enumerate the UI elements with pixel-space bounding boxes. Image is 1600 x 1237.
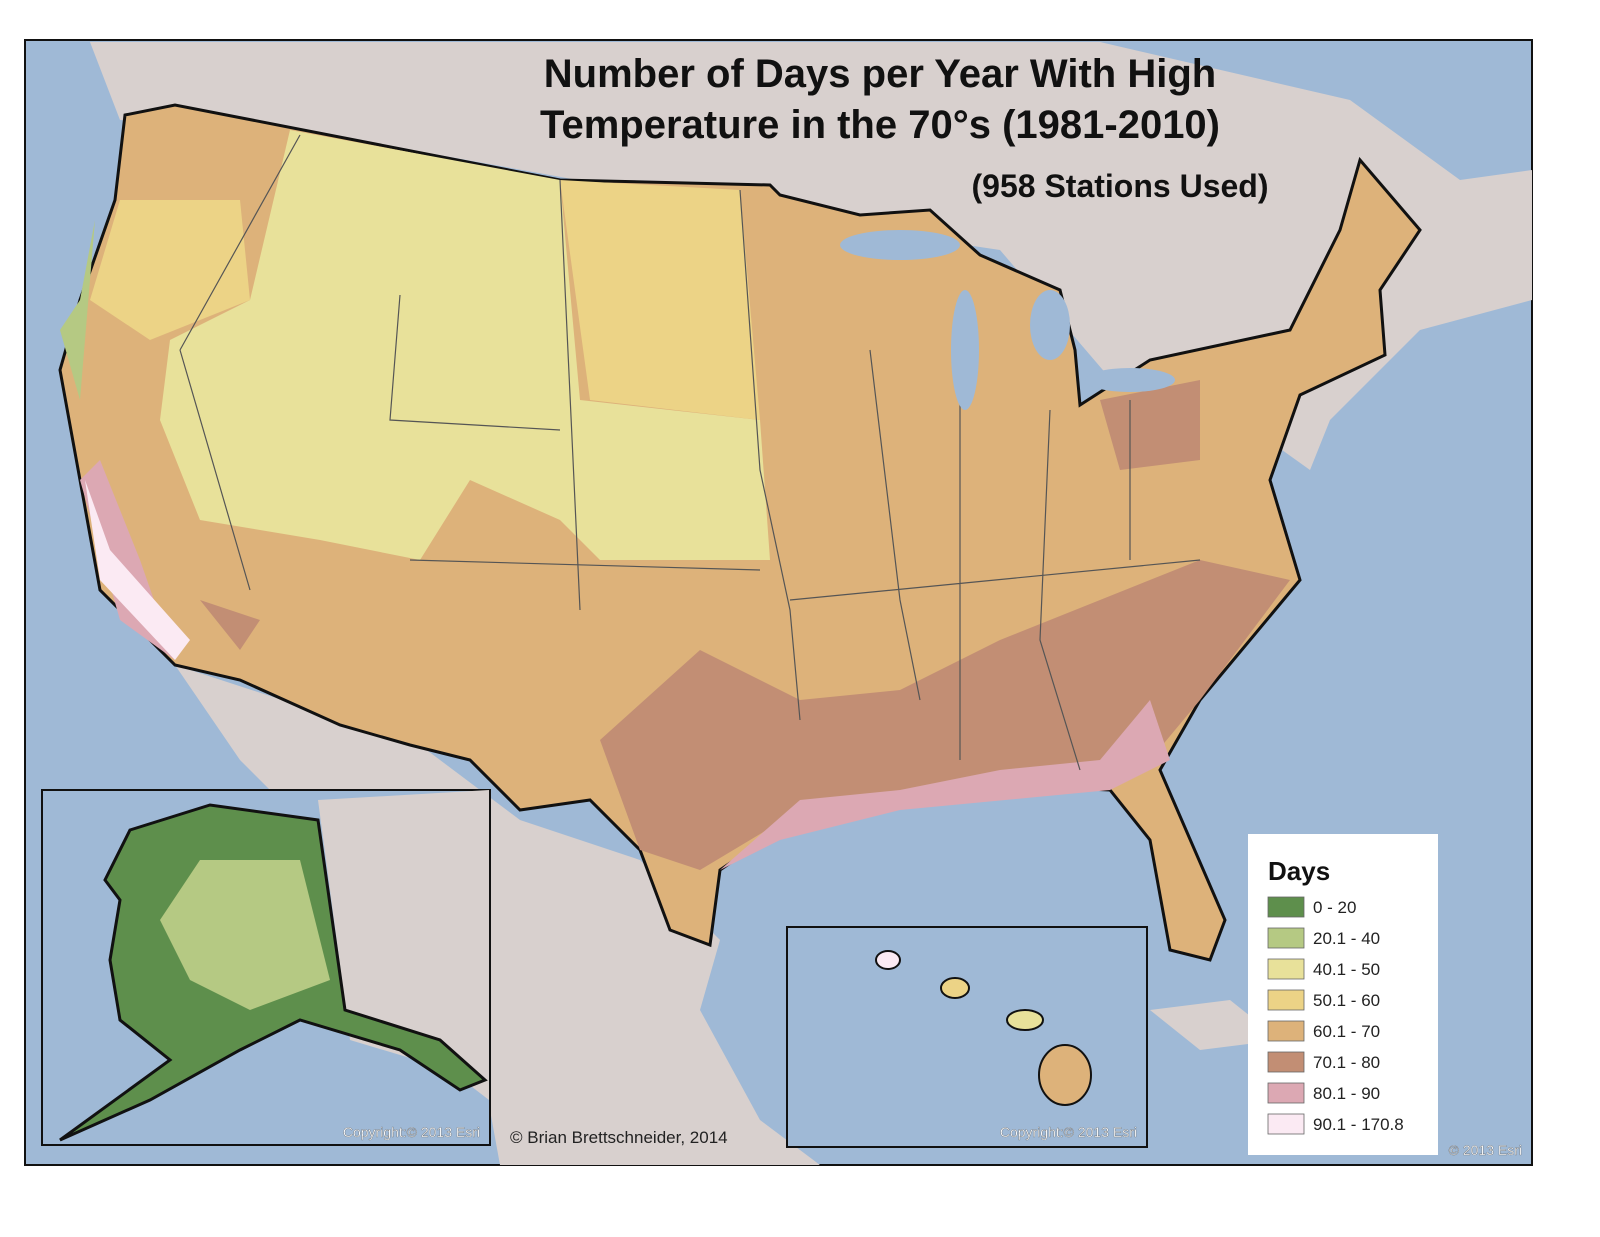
- island: [1006, 1009, 1044, 1031]
- legend-swatch: [1267, 1051, 1305, 1073]
- island: [940, 977, 970, 999]
- zone-50-60: [90, 180, 760, 420]
- legend-label: 40.1 - 50: [1313, 960, 1380, 979]
- copyright: © 2013 Esri: [1449, 1142, 1522, 1158]
- island: [1038, 1044, 1092, 1106]
- legend-label: 80.1 - 90: [1313, 1084, 1380, 1103]
- cuba-land: [1150, 1000, 1280, 1050]
- island: [875, 950, 901, 970]
- legend-swatch: [1267, 896, 1305, 918]
- zone-90-170: [85, 480, 190, 660]
- legend-swatch: [1267, 958, 1305, 980]
- legend-label: 20.1 - 40: [1313, 929, 1380, 948]
- credit: © Brian Brettschneider, 2014: [510, 1128, 728, 1147]
- legend-swatch: [1267, 1113, 1305, 1135]
- conus: [58, 103, 1422, 962]
- legend: Days 0 - 20 20.1 - 40 40.1 - 50 50.1 - 60 60…: [1248, 834, 1438, 1155]
- legend-title: Days: [1268, 856, 1330, 886]
- state-borders: [179, 134, 1201, 771]
- zone-20-40: [60, 220, 95, 400]
- zone-70-80: [200, 380, 1290, 870]
- alaska-zone-20-40: [160, 860, 330, 1010]
- lake-huron: [1030, 290, 1070, 360]
- hawaii-frame: [786, 926, 1148, 1148]
- legend-label: 70.1 - 80: [1313, 1053, 1380, 1072]
- hawaii-inset: Copyright:© 2013 Esri: [786, 926, 1148, 1148]
- legend-label: 90.1 - 170.8: [1313, 1115, 1404, 1134]
- map-title-line-1: Number of Days per Year With High: [544, 52, 1216, 96]
- alaska-inset: Copyright:© 2013 Esri: [41, 789, 491, 1146]
- copyright: Copyright:© 2013 Esri: [343, 1124, 480, 1140]
- legend-label: 0 - 20: [1313, 898, 1356, 917]
- lake-superior: [840, 230, 960, 260]
- legend-label: 60.1 - 70: [1313, 1022, 1380, 1041]
- map-subtitle: (958 Stations Used): [972, 168, 1269, 204]
- map-title-line-2: Temperature in the 70°s (1981-2010): [540, 103, 1220, 147]
- legend-swatch: [1267, 1082, 1305, 1104]
- legend-swatch: [1267, 989, 1305, 1011]
- legend-label: 50.1 - 60: [1313, 991, 1380, 1010]
- lake-michigan: [951, 290, 979, 410]
- zone-40-50: [160, 130, 770, 560]
- legend-swatch: [1267, 1020, 1305, 1042]
- copyright: Copyright:© 2013 Esri: [1000, 1124, 1137, 1140]
- lake-erie: [1085, 368, 1175, 392]
- legend-swatch: [1267, 927, 1305, 949]
